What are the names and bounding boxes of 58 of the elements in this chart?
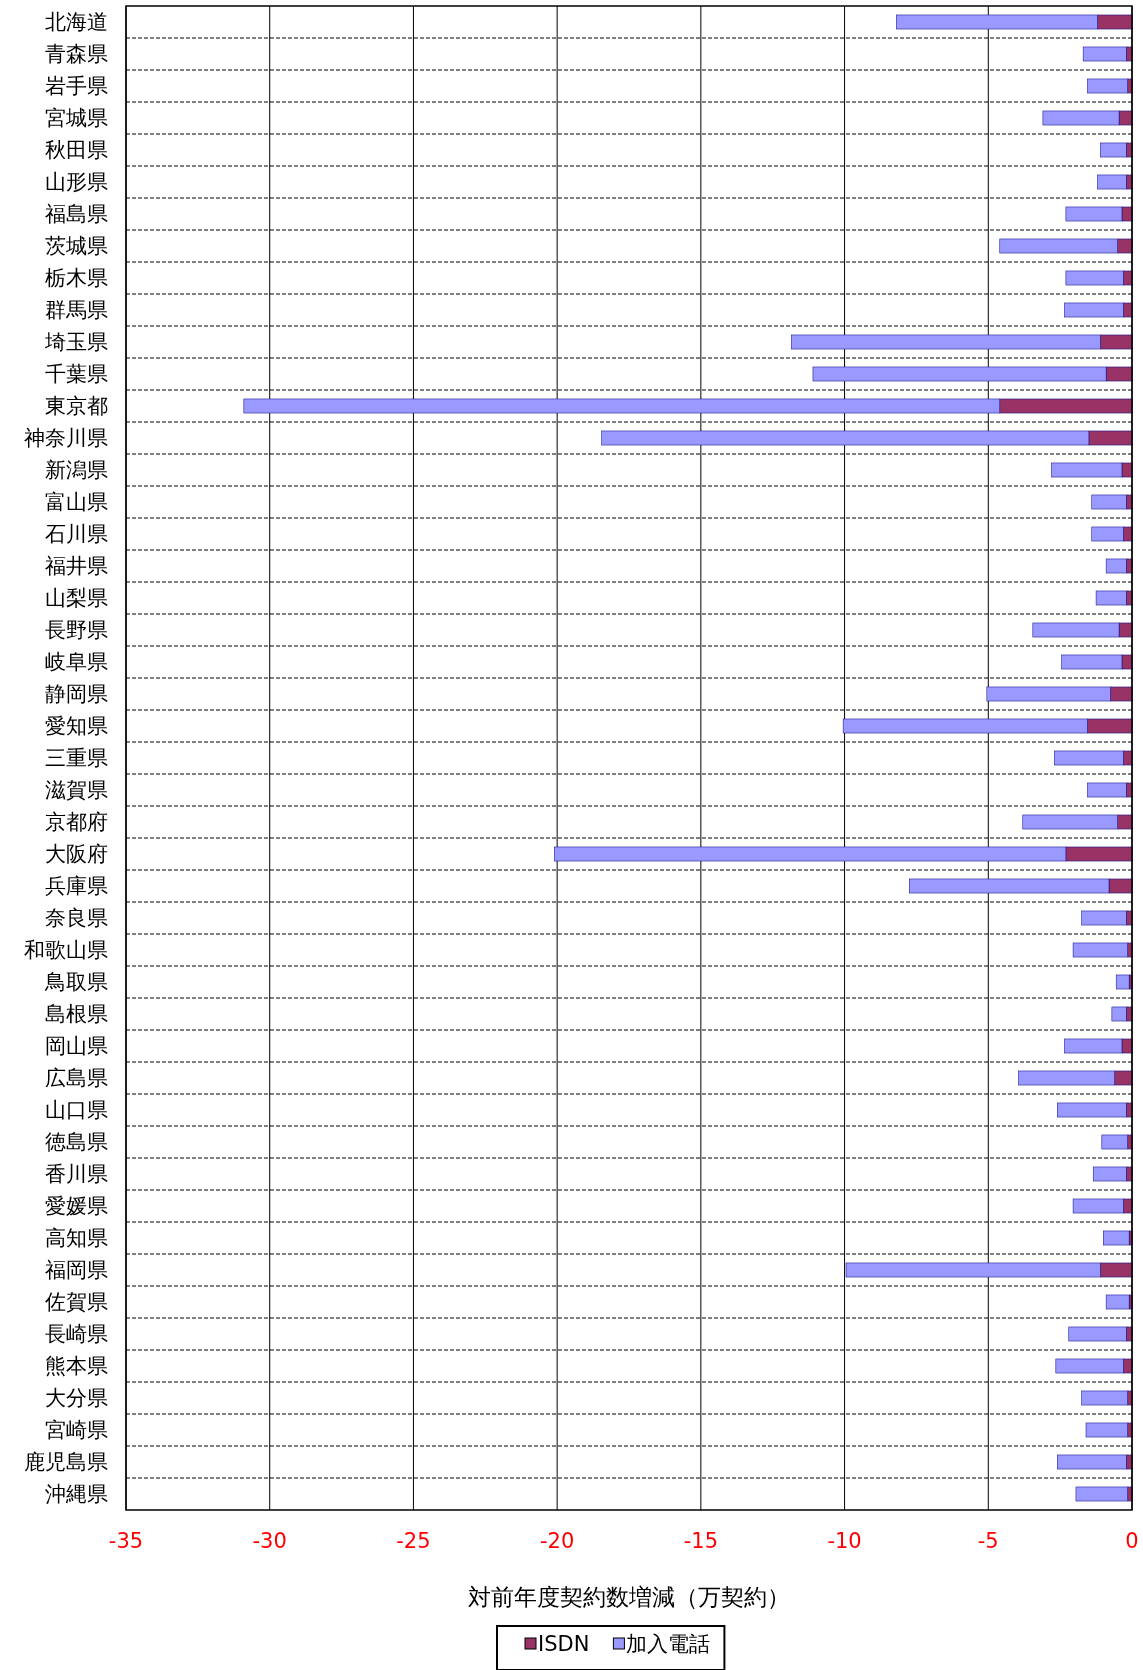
y-tick-label: 京都府 (45, 810, 108, 834)
y-tick-label: 岩手県 (45, 74, 108, 98)
y-tick-label: 愛媛県 (45, 1194, 108, 1218)
y-tick-label: 大分県 (45, 1386, 108, 1410)
y-tick-label: 愛知県 (45, 714, 108, 738)
y-tick-label: 秋田県 (45, 138, 108, 162)
y-tick-label: 奈良県 (45, 906, 108, 930)
y-tick-label: 栃木県 (45, 266, 108, 290)
x-tick-label: -20 (539, 1529, 575, 1553)
y-tick-label: 徳島県 (45, 1130, 108, 1154)
y-tick-label: 山形県 (45, 170, 108, 194)
y-tick-label: 石川県 (45, 522, 108, 546)
x-tick-label: -35 (108, 1529, 144, 1553)
y-tick-label: 大阪府 (45, 842, 108, 866)
y-tick-label: 神奈川県 (24, 426, 108, 450)
x-tick-label: -30 (252, 1529, 287, 1553)
y-tick-label: 北海道 (45, 10, 108, 34)
y-tick-label: 岐阜県 (45, 650, 108, 674)
y-tick-label: 福岡県 (45, 1258, 108, 1282)
y-tick-label: 福島県 (45, 202, 108, 226)
legend-label: 加入電話 (626, 1632, 711, 1656)
y-tick-label: 和歌山県 (24, 938, 108, 962)
y-tick-label: 三重県 (45, 746, 108, 770)
y-tick-label: 沖縄県 (45, 1482, 108, 1506)
y-tick-label: 滋賀県 (45, 778, 108, 802)
y-tick-label: 埼玉県 (44, 330, 108, 354)
x-tick-label: -25 (396, 1529, 431, 1553)
y-tick-label: 長野県 (45, 618, 108, 642)
y-tick-label: 富山県 (45, 490, 108, 514)
y-tick-label: 群馬県 (45, 298, 108, 322)
y-tick-label: 島根県 (45, 1002, 108, 1026)
y-tick-label: 福井県 (45, 554, 108, 578)
y-tick-label: 長崎県 (45, 1322, 108, 1346)
x-tick-label: -5 (977, 1529, 999, 1553)
y-tick-label: 香川県 (45, 1162, 108, 1186)
y-tick-label: 岡山県 (45, 1034, 108, 1058)
y-tick-label: 兵庫県 (45, 874, 108, 898)
y-tick-label: 静岡県 (45, 682, 108, 706)
y-tick-label: 鹿児島県 (24, 1450, 108, 1474)
y-tick-label: 広島県 (45, 1066, 108, 1090)
y-tick-label: 宮城県 (45, 106, 108, 130)
y-tick-label: 青森県 (45, 42, 108, 66)
y-tick-label: 千葉県 (45, 362, 108, 386)
y-tick-label: 佐賀県 (45, 1290, 108, 1314)
y-tick-label: 山口県 (45, 1098, 108, 1122)
x-tick-label: -15 (683, 1529, 719, 1553)
y-tick-label: 茨城県 (45, 234, 108, 258)
x-axis-title: 対前年度契約数増減（万契約） (468, 1584, 790, 1610)
y-tick-label: 山梨県 (45, 586, 108, 610)
y-tick-label: 新潟県 (45, 458, 108, 482)
y-tick-label: 鳥取県 (44, 970, 108, 994)
x-tick-label: -10 (827, 1529, 862, 1553)
y-tick-label: 東京都 (45, 394, 108, 418)
y-tick-label: 熊本県 (45, 1354, 108, 1378)
x-tick-label: 0 (1125, 1529, 1139, 1553)
legend-label: ISDN (538, 1632, 590, 1656)
y-tick-label: 宮崎県 (45, 1418, 108, 1442)
y-tick-label: 高知県 (45, 1226, 108, 1250)
